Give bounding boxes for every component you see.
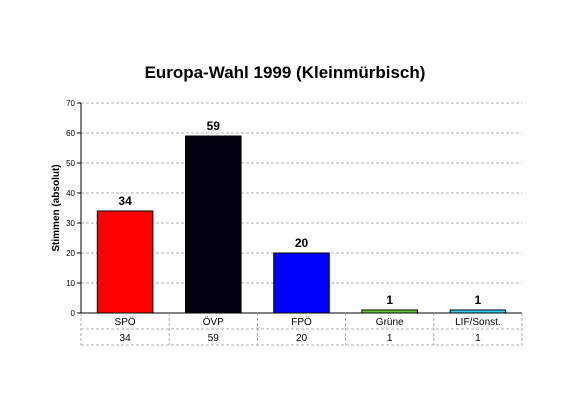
category-label: ÖVP — [203, 316, 224, 328]
data-table: SPÖ 34 ÖVP 59 FPÖ 20 Grüne 1 LIF/Sonst. 1 — [80, 312, 523, 346]
bar-data-label: 59 — [207, 119, 221, 133]
y-tick-label: 50 — [66, 159, 75, 168]
bar-data-label: 20 — [295, 236, 309, 250]
bar-data-label: 1 — [386, 293, 393, 307]
bar — [273, 252, 330, 314]
bar-data-label: 34 — [118, 194, 132, 208]
y-tick-label: 20 — [66, 249, 75, 258]
table-value: 1 — [475, 333, 481, 344]
category-label: LIF/Sonst. — [455, 317, 501, 328]
table-value: 20 — [296, 333, 308, 344]
chart-title: Europa-Wahl 1999 (Kleinmürbisch) — [145, 63, 426, 82]
category-label: Grüne — [376, 317, 404, 328]
y-tick-label: 0 — [71, 309, 76, 318]
category-label: SPÖ — [115, 316, 136, 328]
bar-data-label: 1 — [475, 293, 482, 307]
table-value: 59 — [208, 333, 220, 344]
bar — [96, 210, 154, 314]
bars: 34 59 20 1 1 — [96, 119, 507, 314]
bar — [185, 135, 242, 314]
y-axis-label: Stimmen (absolut) — [51, 164, 62, 251]
y-tick-label: 40 — [66, 189, 75, 198]
y-tick-label: 60 — [66, 129, 75, 138]
y-axis: 0 10 20 30 40 50 60 70 — [66, 99, 82, 318]
table-value: 1 — [387, 333, 393, 344]
y-tick-label: 70 — [66, 99, 75, 108]
category-label: FPÖ — [291, 316, 312, 328]
table-value: 34 — [120, 333, 132, 344]
y-tick-label: 30 — [66, 219, 75, 228]
y-tick-label: 10 — [66, 279, 75, 288]
